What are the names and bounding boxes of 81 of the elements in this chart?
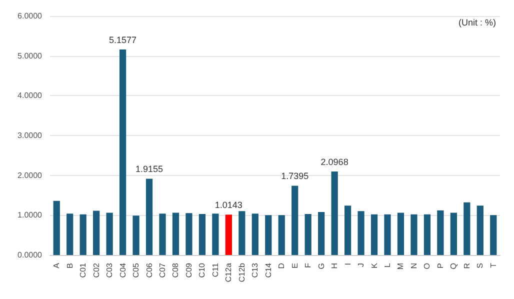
x-tick-label: D	[277, 262, 286, 269]
bar	[265, 215, 272, 255]
x-tick-label: K	[370, 262, 379, 268]
data-label: 1.9155	[136, 164, 164, 174]
bar	[159, 214, 166, 255]
bar	[212, 214, 219, 255]
bar	[331, 171, 338, 255]
x-tick-label: C02	[92, 262, 101, 278]
bar	[172, 212, 180, 255]
bar	[424, 214, 431, 255]
bar	[278, 215, 285, 255]
x-tick-label: T	[488, 262, 498, 268]
y-tick-label: 6.0000	[18, 12, 43, 20]
y-tick-label: 5.0000	[18, 51, 43, 60]
bar	[344, 206, 352, 255]
x-tick-label: A	[52, 262, 62, 268]
data-label: 2.0968	[320, 156, 348, 167]
bar	[318, 212, 325, 255]
x-tick-label: I	[343, 263, 352, 266]
bar	[119, 50, 126, 255]
x-tick-label: C13	[250, 262, 260, 278]
bar	[384, 214, 391, 255]
bar	[186, 213, 192, 255]
x-tick-label: C09	[184, 262, 194, 278]
x-tick-label: C05	[132, 262, 141, 278]
x-tick-label: C03	[105, 262, 114, 278]
x-tick-label: O	[422, 263, 432, 270]
data-label: 1.7395	[281, 171, 309, 182]
x-tick-label: J	[356, 263, 366, 267]
y-tick-label: 4.0000	[18, 91, 43, 100]
x-tick-label: S	[476, 263, 485, 268]
x-tick-label: C07	[158, 262, 167, 278]
bar	[66, 214, 74, 255]
y-tick-label: 0.0000	[18, 250, 43, 260]
x-tick-label: C01	[78, 262, 88, 278]
x-tick-label: M	[396, 262, 406, 270]
x-tick-label: H	[330, 262, 340, 269]
x-tick-label: C11	[210, 262, 220, 278]
data-label: 5.1577	[109, 35, 137, 46]
bar	[292, 186, 298, 255]
bar	[464, 202, 470, 255]
x-tick-label: B	[65, 263, 74, 268]
bar	[410, 214, 418, 255]
x-tick-label: R	[462, 262, 472, 269]
y-tick-label: 3.0000	[18, 131, 43, 140]
y-tick-label: 1.0000	[18, 210, 43, 220]
x-tick-label: F	[304, 262, 313, 268]
bar	[304, 214, 312, 255]
bar	[358, 211, 364, 255]
x-tick-label: N	[409, 262, 418, 269]
x-tick-label: L	[383, 262, 392, 268]
bar	[437, 210, 444, 255]
bar	[106, 212, 113, 255]
bar	[238, 211, 246, 255]
bar	[225, 214, 232, 255]
bar	[80, 214, 86, 255]
x-tick-label: P	[436, 263, 445, 268]
bar	[132, 216, 140, 255]
x-tick-label: E	[290, 263, 300, 268]
x-tick-label: C12b	[237, 262, 246, 282]
data-label: 1.0143	[214, 200, 242, 210]
x-tick-label: C12a	[224, 262, 234, 282]
bar	[53, 200, 60, 255]
bar	[198, 214, 206, 255]
bar	[490, 215, 497, 255]
x-tick-label: C06	[144, 262, 154, 278]
annotation: (Unit : %)	[458, 18, 496, 28]
x-tick-label: C14	[264, 262, 273, 278]
x-tick-label: C08	[171, 262, 180, 278]
bar	[370, 214, 378, 255]
bar	[252, 214, 258, 255]
x-tick-label: G	[316, 263, 326, 270]
x-tick-label: C04	[118, 262, 128, 278]
x-tick-label: Q	[449, 263, 458, 270]
y-tick-label: 2.0000	[18, 170, 43, 180]
x-tick-label: C10	[198, 262, 207, 278]
bar	[450, 212, 457, 255]
bar	[93, 210, 100, 255]
bar	[146, 178, 153, 255]
bar	[397, 212, 404, 255]
bar	[476, 206, 484, 255]
